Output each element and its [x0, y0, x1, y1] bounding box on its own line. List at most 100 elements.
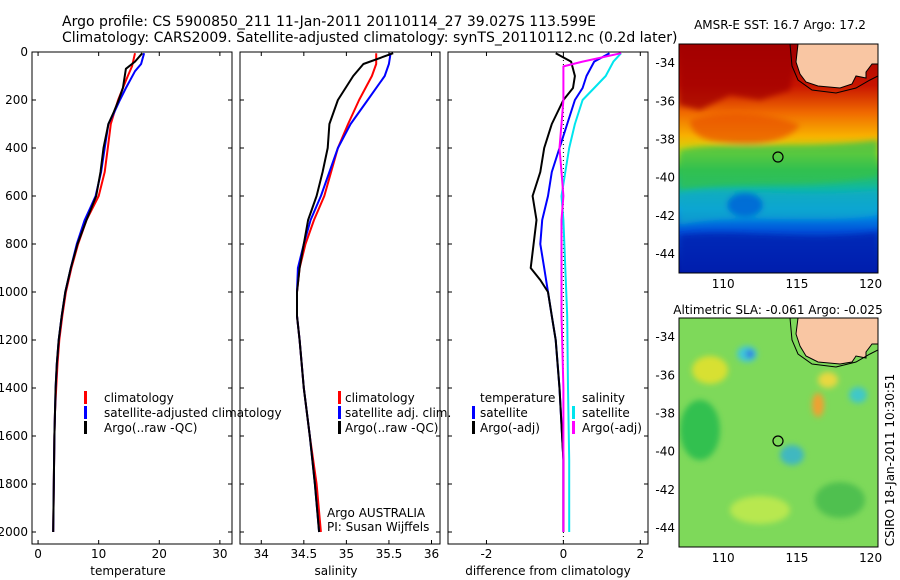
map-y-tick-label: -40	[655, 171, 675, 185]
legend-swatch-sal-satellite	[572, 406, 575, 419]
map-x-tick-label: 110	[712, 277, 735, 291]
salinity-panel-frame	[239, 51, 441, 545]
y-tick-label: 200	[5, 93, 28, 107]
series-line-salinity-argo-adj-	[558, 52, 622, 532]
map-y-tick-label: -38	[655, 132, 675, 146]
map-y-tick-label: -34	[655, 56, 675, 70]
map-x-tick-label: 120	[859, 551, 882, 565]
sla-map-title: Altimetric SLA: -0.061 Argo: -0.025	[673, 303, 882, 317]
map-y-tick-label: -42	[655, 483, 675, 497]
map-y-tick-label: -42	[655, 209, 675, 223]
series-line-climatology	[296, 53, 378, 533]
legend-swatch-temp-satellite	[472, 406, 475, 419]
sst-cool-eddy	[727, 193, 763, 217]
legend-heading-salinity: salinity	[582, 391, 625, 405]
sla-yellow-spot	[818, 372, 838, 388]
map-x-tick-label: 115	[785, 551, 808, 565]
sla-green-south	[815, 482, 865, 518]
sst-warm-eddy	[690, 113, 800, 145]
temperature-xlabel: temperature	[90, 564, 165, 578]
map-y-tick-label: -36	[655, 368, 675, 382]
y-tick-label: 1600	[0, 429, 28, 443]
y-tick-label: 2000	[0, 525, 28, 539]
legend-swatch-satellite	[84, 406, 87, 419]
map-x-tick-label: 115	[785, 277, 808, 291]
x-tick-label: 10	[91, 547, 106, 561]
sst-argo-marker	[772, 151, 784, 163]
sla-blue-eddy	[746, 350, 754, 358]
sla-map-frame	[678, 317, 879, 548]
legend-label-climatology: climatology	[104, 391, 174, 405]
temperature-panel-frame	[31, 51, 233, 545]
y-tick-label: 1800	[0, 477, 28, 491]
side-timestamp-label: CSIRO 18-Jan-2011 10:30:51	[883, 374, 897, 546]
x-tick-label: 2	[636, 547, 644, 561]
y-tick-label: 1000	[0, 285, 28, 299]
legend-label-temp-satellite: satellite	[480, 406, 528, 420]
sla-yellow-patch	[692, 356, 728, 384]
salinity-xlabel: salinity	[314, 564, 357, 578]
series-line-satellite-adjusted-climatology	[52, 52, 146, 533]
legend-label-satellite: satellite-adjusted climatology	[104, 406, 282, 420]
legend-label-argo: Argo(..raw -QC)	[345, 421, 438, 435]
map-y-tick-label: -34	[655, 330, 675, 344]
sst-contour-line	[789, 44, 878, 94]
legend-label-sal-argo: Argo(-adj)	[582, 421, 642, 435]
legend-swatch-sal-argo	[572, 421, 575, 434]
sst-map-title: AMSR-E SST: 16.7 Argo: 17.2	[694, 18, 866, 32]
temperature-legend: climatology satellite-adjusted climatolo…	[84, 391, 282, 435]
map-y-tick-label: -44	[655, 247, 675, 261]
map-y-tick-label: -40	[655, 445, 675, 459]
difference-legend: temperature satellite Argo(-adj) salinit…	[472, 391, 642, 435]
sla-orange-spot	[812, 393, 824, 417]
legend-swatch-satellite	[338, 406, 341, 419]
sla-contour-line	[789, 318, 878, 368]
y-tick-label: 0	[20, 45, 28, 59]
legend-swatch-climatology	[84, 391, 87, 404]
x-tick-label: -2	[480, 547, 492, 561]
x-tick-label: 34	[254, 547, 269, 561]
sla-cyan-spot	[849, 387, 867, 403]
sla-map	[679, 318, 878, 547]
legend-swatch-argo	[84, 421, 87, 434]
series-line-salinity-satellite	[560, 52, 622, 532]
y-tick-label: 600	[5, 189, 28, 203]
y-tick-label: 800	[5, 237, 28, 251]
legend-label-temp-argo: Argo(-adj)	[480, 421, 540, 435]
legend-label-argo: Argo(..raw -QC)	[104, 421, 197, 435]
y-tick-label: 1400	[0, 381, 28, 395]
map-y-tick-label: -36	[655, 94, 675, 108]
x-tick-label: 35	[339, 547, 354, 561]
legend-label-satellite: satellite adj. clim.	[345, 406, 451, 420]
header-line-1: Argo profile: CS 5900850_211 11-Jan-2011…	[62, 14, 596, 30]
difference-panel-frame	[447, 51, 649, 545]
series-line-argo-raw-qc-	[52, 52, 144, 533]
legend-swatch-temp-argo	[472, 421, 475, 434]
x-tick-label: 0	[560, 547, 568, 561]
sst-warm-tongue	[679, 44, 800, 110]
y-tick-label: 1200	[0, 333, 28, 347]
sla-australia-land	[795, 318, 878, 365]
sst-map	[679, 44, 878, 273]
legend-swatch-climatology	[338, 391, 341, 404]
series-line-satellite-adj-clim-	[296, 53, 392, 533]
legend-label-climatology: climatology	[345, 391, 415, 405]
map-y-tick-label: -38	[655, 406, 675, 420]
sst-deep-blue	[679, 232, 878, 273]
sst-australia-land	[795, 44, 878, 89]
x-tick-label: 0	[34, 547, 42, 561]
sla-argo-marker	[772, 435, 784, 447]
series-line-temperature-argo-adj-	[529, 52, 576, 532]
x-tick-label: 20	[152, 547, 167, 561]
footnote-line-1: Argo AUSTRALIA	[327, 506, 426, 520]
difference-xlabel: difference from climatology	[465, 564, 631, 578]
x-tick-label: 34.5	[290, 547, 317, 561]
map-y-tick-label: -44	[655, 521, 675, 535]
sla-green-patch	[680, 400, 720, 460]
map-x-tick-label: 110	[712, 551, 735, 565]
x-tick-label: 30	[212, 547, 227, 561]
x-tick-label: 36	[424, 547, 439, 561]
map-x-tick-label: 120	[859, 277, 882, 291]
